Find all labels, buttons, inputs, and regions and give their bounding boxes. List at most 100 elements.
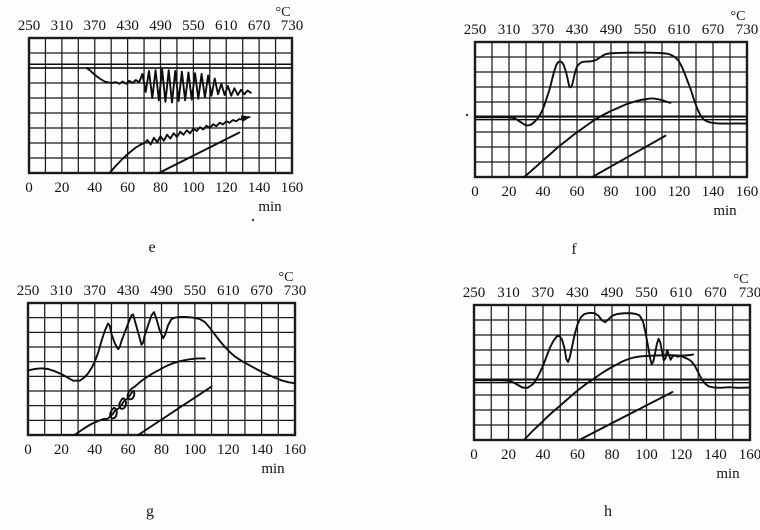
top-axis-tick-label: 370 <box>84 18 107 34</box>
bottom-axis-tick-label: 40 <box>87 442 102 458</box>
bottom-axis-tick-label: 100 <box>182 180 205 196</box>
grid-lines <box>29 38 292 173</box>
top-axis-tick-label: 670 <box>250 283 273 299</box>
bottom-axis-tick-label: 80 <box>153 180 168 196</box>
top-axis-tick-label: 490 <box>149 18 172 34</box>
bottom-axis-tick-label: 60 <box>570 447 585 463</box>
panel-caption-g: g <box>146 503 154 520</box>
top-axis-tick-label: 310 <box>51 18 74 34</box>
bottom-axis-tick-label: 40 <box>87 180 102 196</box>
grid-border <box>472 303 752 442</box>
top-axis-tick-label: 670 <box>704 285 727 301</box>
top-axis-unit-label: °C <box>731 9 746 24</box>
top-axis-tick-label: 250 <box>463 285 486 301</box>
top-axis-tick-label: 550 <box>184 283 207 299</box>
bottom-axis-tick-label: 160 <box>284 442 307 458</box>
bottom-axis-tick-label: 140 <box>704 447 727 463</box>
bottom-axis-tick-label: 120 <box>217 442 240 458</box>
top-axis-tick-label: 370 <box>84 283 107 299</box>
chart-panel-e: 250 310 370 430 490 550 610 670 730°C 0 20 40 60 80 10… <box>18 5 304 215</box>
top-axis-tick-label: 550 <box>634 22 657 38</box>
bottom-axis-tick-label: 160 <box>281 180 304 196</box>
top-axis-tick-label: 730 <box>739 285 760 301</box>
panel-caption-f: f <box>571 241 577 258</box>
series-reference-line <box>578 391 674 441</box>
top-axis-tick-label: 490 <box>150 283 173 299</box>
bottom-axis-tick-label: 0 <box>25 180 33 196</box>
arrow-head <box>240 115 252 123</box>
series-temperature-trace <box>523 97 672 178</box>
top-axis-tick-label: 610 <box>668 22 691 38</box>
top-axis-tick-label: 550 <box>635 285 658 301</box>
grid-border <box>26 301 297 437</box>
top-axis-tick-label: 490 <box>600 22 623 38</box>
bottom-axis-tick-label: 140 <box>250 442 273 458</box>
top-axis-tick-label: 250 <box>464 22 487 38</box>
top-axis-tick-label: 310 <box>497 285 520 301</box>
top-axis-tick-label: 370 <box>532 22 555 38</box>
chart-panel-h: 250 310 370 430 490 550 610 670 730°C 0 20 40 60 80 10… <box>463 272 760 482</box>
grid-border <box>473 40 749 179</box>
top-axis-tick-label: 490 <box>601 285 624 301</box>
top-axis-tick-label: 250 <box>17 283 40 299</box>
bottom-axis-tick-label: 40 <box>536 184 551 200</box>
chart-panel-f: 250 310 370 430 490 550 610 670 730°C 0 20 40 60 80 10… <box>464 9 759 219</box>
grid-lines <box>28 303 295 435</box>
series-dta-trace <box>473 311 751 389</box>
series-dta-oscillating-trace <box>85 67 252 104</box>
series-reference-line <box>137 385 213 436</box>
bottom-axis-tick-label: 80 <box>605 447 620 463</box>
bottom-axis-unit-label: min <box>258 199 282 215</box>
grid-lines <box>475 42 747 177</box>
bottom-axis-tick-label: 120 <box>670 447 693 463</box>
bottom-axis-tick-label: 0 <box>24 442 32 458</box>
bottom-axis-tick-label: 80 <box>604 184 619 200</box>
series-reference-line <box>157 131 241 174</box>
top-axis-tick-label: 430 <box>566 22 589 38</box>
top-axis-tick-label: 610 <box>215 18 238 34</box>
bottom-axis-tick-label: 20 <box>54 442 69 458</box>
top-axis-tick-label: 430 <box>116 18 139 34</box>
bottom-axis-tick-label: 80 <box>154 442 169 458</box>
panel-caption-h: h <box>604 503 612 520</box>
top-axis-tick-label: 670 <box>248 18 271 34</box>
series-dta-trace <box>474 51 748 127</box>
panel-caption-e: e <box>148 239 156 256</box>
top-axis-tick-label: 610 <box>217 283 240 299</box>
top-axis-tick-label: 730 <box>736 22 759 38</box>
bottom-axis-tick-label: 0 <box>471 184 479 200</box>
top-axis-tick-label: 730 <box>284 283 307 299</box>
scan-speck <box>465 113 469 117</box>
series-temperature-trace-with-loops <box>73 357 206 436</box>
bottom-axis-tick-label: 100 <box>184 442 207 458</box>
top-axis-tick-label: 310 <box>50 283 73 299</box>
top-axis-tick-label: 550 <box>182 18 205 34</box>
top-axis-tick-label: 610 <box>670 285 693 301</box>
top-axis-tick-label: 430 <box>117 283 140 299</box>
bottom-axis-tick-label: 20 <box>501 447 516 463</box>
bottom-axis-unit-label: min <box>713 203 737 219</box>
bottom-axis-tick-label: 100 <box>634 184 657 200</box>
bottom-axis-tick-label: 40 <box>536 447 551 463</box>
top-axis-tick-label: 670 <box>702 22 725 38</box>
bottom-axis-tick-label: 140 <box>702 184 725 200</box>
bottom-axis-tick-label: 20 <box>54 180 69 196</box>
bottom-axis-tick-label: 60 <box>120 180 135 196</box>
top-axis-tick-label: 250 <box>18 18 41 34</box>
top-axis-unit-label: °C <box>276 5 291 20</box>
top-axis-unit-label: °C <box>734 272 749 287</box>
bottom-axis-tick-label: 160 <box>739 447 760 463</box>
top-axis-tick-label: 370 <box>532 285 555 301</box>
top-axis-unit-label: °C <box>279 270 294 285</box>
chart-panel-g: 250 310 370 430 490 550 610 670 730°C 0 20 40 60 80 10… <box>17 270 307 477</box>
series-reference-line <box>591 134 667 178</box>
bottom-axis-unit-label: min <box>261 461 285 477</box>
bottom-axis-tick-label: 120 <box>215 180 238 196</box>
top-axis-tick-label: 430 <box>566 285 589 301</box>
bottom-axis-tick-label: 120 <box>668 184 691 200</box>
bottom-axis-tick-label: 20 <box>502 184 517 200</box>
series-dta-spiked-trace <box>27 311 296 385</box>
series-temperature-trace <box>523 353 695 441</box>
